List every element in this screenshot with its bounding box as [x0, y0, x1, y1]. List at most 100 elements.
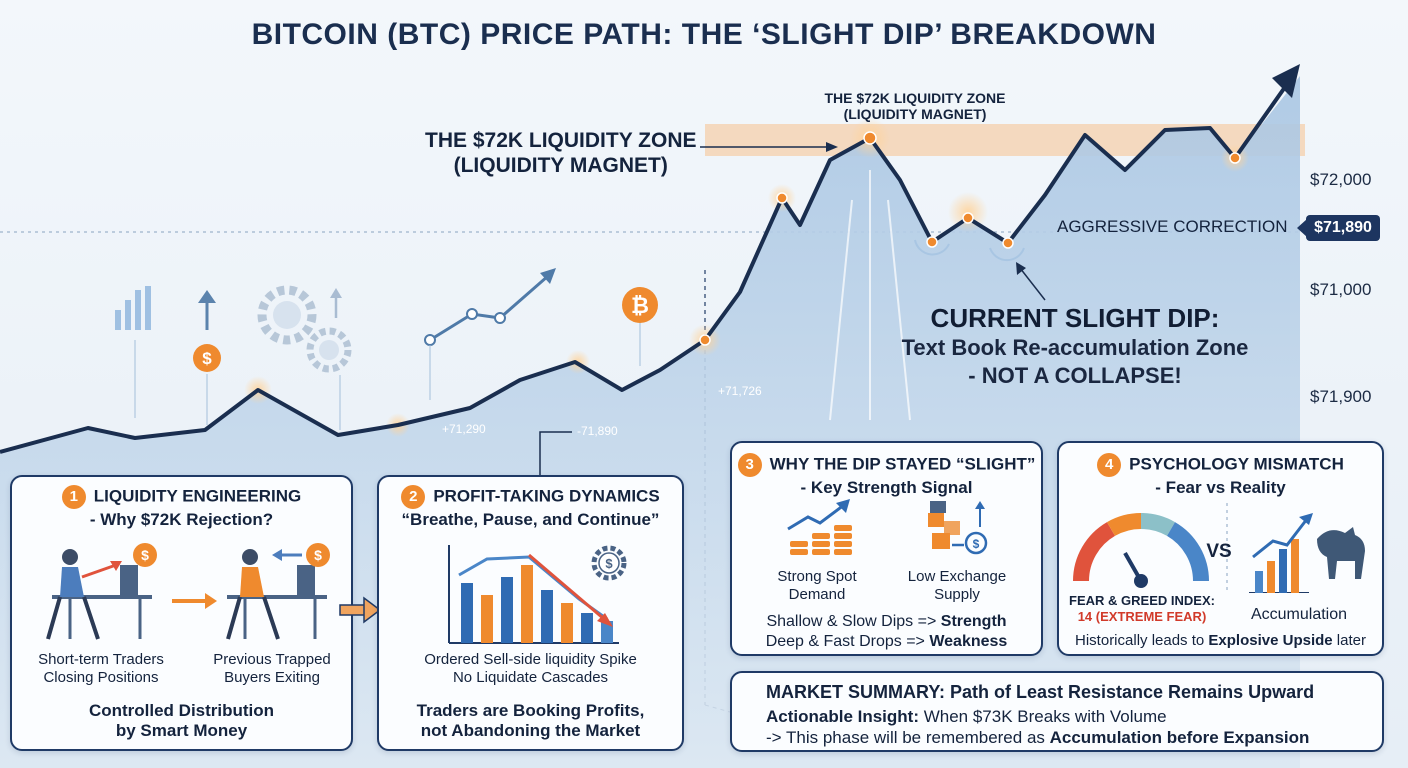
- panel-subtitle: - Key Strength Signal: [800, 478, 973, 497]
- caption-line: Strong Spot: [777, 568, 857, 585]
- footer-emphasis: Explosive Upside: [1208, 632, 1333, 649]
- caption-line: Low Exchange: [907, 568, 1007, 585]
- current-dip-heading: CURRENT SLIGHT DIP:: [930, 303, 1220, 333]
- summary-insight: Actionable Insight: When $73K Breaks wit…: [766, 707, 1167, 727]
- price-node: [699, 334, 711, 346]
- caption-line: Ordered Sell-side liquidity Spike: [424, 651, 637, 668]
- caption-line: Short-term Traders: [38, 651, 164, 668]
- transfer-arrow-icon: [172, 593, 217, 609]
- panel-title: 2 PROFIT-TAKING DYNAMICS “Breathe, Pause,…: [379, 485, 682, 530]
- panel-title-line: 1 LIQUIDITY ENGINEERING: [12, 485, 351, 509]
- panel-title: 1 LIQUIDITY ENGINEERING - Why $72K Reject…: [12, 485, 351, 530]
- light-beams: [829, 170, 911, 421]
- panel3-right-caption: Low Exchange Supply: [892, 568, 1022, 604]
- up-arrow-icon: [198, 290, 216, 330]
- panel-title-text: WHY THE DIP STAYED “SLIGHT”: [769, 454, 1036, 474]
- price-node: [863, 131, 877, 145]
- footer-line: Traders are Booking Profits,: [416, 701, 645, 720]
- dollar-coin-icon: $: [193, 344, 221, 372]
- panel3-signal-lines: Shallow & Slow Dips => Strength Deep & F…: [732, 612, 1041, 652]
- price-nodes: [699, 131, 1241, 346]
- panel-title-text: PSYCHOLOGY MISMATCH: [1129, 454, 1344, 474]
- page-title: BITCOIN (BTC) PRICE PATH: THE ‘SLIGHT DI…: [251, 18, 1157, 51]
- current-dip-callout: CURRENT SLIGHT DIP: Text Book Re-accumul…: [880, 303, 1270, 390]
- exchange-supply-icon: $: [928, 501, 988, 555]
- bitcoin-icon: ₿: [622, 287, 658, 323]
- liquidity-zone-label-line: THE $72K LIQUIDITY ZONE: [425, 129, 697, 152]
- footer-text: Historically leads to: [1075, 632, 1209, 649]
- panel-title-text: PROFIT-TAKING DYNAMICS: [433, 486, 660, 506]
- panel-number-badge: 1: [61, 485, 86, 509]
- price-annotation: +71,726: [718, 384, 762, 398]
- panel-connector: [539, 431, 572, 478]
- panel-liquidity-engineering: 1 LIQUIDITY ENGINEERING - Why $72K Reject…: [10, 475, 353, 751]
- svg-text:$: $: [141, 547, 149, 563]
- price-annotation: -71,890: [577, 424, 618, 438]
- caption-line: No Liquidate Cascades: [452, 669, 609, 686]
- trader-left-icon: $: [46, 543, 157, 640]
- conclusion-text: -> This phase will be remembered as: [766, 728, 1050, 747]
- caption-line: Demand: [788, 586, 846, 603]
- strength-icons: $: [787, 499, 988, 555]
- panel1-left-caption: Short-term Traders Closing Positions: [26, 651, 176, 687]
- dip-pointer-arrowhead: [1016, 262, 1026, 275]
- flow-arrow-icon: [339, 596, 382, 624]
- fear-greed-gauge-icon: [1072, 512, 1210, 588]
- price-node: [926, 236, 938, 248]
- svg-text:$: $: [605, 556, 613, 571]
- fear-vs-reality-illustration: [1072, 503, 1365, 593]
- svg-text:$: $: [973, 537, 980, 551]
- panel-subtitle: “Breathe, Pause, and Continue”: [401, 510, 660, 529]
- dip-pointer-line: [1019, 267, 1046, 301]
- panel-title: 3 WHY THE DIP STAYED “SLIGHT” - Key Stren…: [732, 453, 1041, 498]
- liquidity-zone-label-line: (LIQUIDITY MAGNET): [453, 154, 668, 177]
- svg-text:₿: ₿: [631, 294, 649, 319]
- price-node: [1229, 152, 1241, 164]
- panel-number-badge: 3: [737, 453, 762, 477]
- liquidity-zone-top-line: THE $72K LIQUIDITY ZONE: [824, 90, 1006, 106]
- footer-line: by Smart Money: [115, 721, 248, 740]
- insight-label: Actionable Insight:: [766, 707, 919, 726]
- zone-pointer-arrowhead: [826, 142, 838, 152]
- footer-line: not Abandoning the Market: [420, 721, 641, 740]
- axis-label: $71,900: [1310, 387, 1372, 406]
- accumulation-chart-bull-icon: [1249, 513, 1365, 593]
- vs-label: VS: [1206, 541, 1232, 562]
- coins-growth-icon: [787, 499, 852, 555]
- dip-ring: [914, 239, 950, 256]
- price-annotation: +71,290: [442, 422, 486, 436]
- trend-line-icon: [424, 268, 556, 346]
- price-node: [1002, 237, 1014, 249]
- footer-line: Controlled Distribution: [88, 701, 275, 720]
- panel1-right-caption: Previous Trapped Buyers Exiting: [202, 651, 342, 687]
- axis-label: $71,000: [1310, 280, 1372, 299]
- price-node: [776, 192, 788, 204]
- fear-greed-label: FEAR & GREED INDEX:: [1069, 593, 1215, 608]
- dip-ring: [989, 247, 1025, 262]
- panel-title-line: 2 PROFIT-TAKING DYNAMICS: [379, 485, 682, 509]
- weakness-line: Deep & Fast Drops => Weakness: [732, 632, 1041, 652]
- panel-title-text: LIQUIDITY ENGINEERING: [93, 486, 302, 506]
- panel4-footer: Historically leads to Explosive Upside l…: [1059, 632, 1382, 649]
- caption-line: Previous Trapped: [213, 651, 331, 668]
- strength-line: Shallow & Slow Dips => Strength: [732, 612, 1041, 632]
- panel-profit-taking: 2 PROFIT-TAKING DYNAMICS “Breathe, Pause,…: [377, 475, 684, 751]
- conclusion-emphasis: Accumulation before Expansion: [1049, 728, 1310, 747]
- panel2-caption: Ordered Sell-side liquidity Spike No Liq…: [379, 651, 682, 687]
- market-summary-panel: MARKET SUMMARY: Path of Least Resistance…: [730, 671, 1384, 752]
- liquidity-zone-top-label: THE $72K LIQUIDITY ZONE (LIQUIDITY MAGNE…: [800, 90, 1030, 122]
- panel-why-dip-slight: 3 WHY THE DIP STAYED “SLIGHT” - Key Stren…: [730, 441, 1043, 656]
- price-node: [962, 212, 974, 224]
- footer-tail: later: [1332, 632, 1366, 649]
- current-price-badge: $71,890: [1297, 215, 1380, 241]
- panel-title-line: 4 PSYCHOLOGY MISMATCH: [1059, 453, 1382, 477]
- panel-number-badge: 2: [401, 485, 426, 509]
- light-beam: [829, 199, 853, 421]
- caption-line: Buyers Exiting: [224, 669, 320, 686]
- caption-line: Closing Positions: [43, 669, 159, 686]
- strength-line-text: Shallow & Slow Dips =>: [766, 613, 941, 630]
- aggressive-correction-label: AGGRESSIVE CORRECTION: [1057, 217, 1288, 236]
- liquidity-zone-label: THE $72K LIQUIDITY ZONE (LIQUIDITY MAGNE…: [425, 128, 697, 178]
- strength-word: Strength: [940, 613, 1007, 630]
